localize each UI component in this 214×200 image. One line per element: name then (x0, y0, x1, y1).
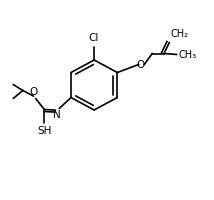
Text: Cl: Cl (88, 33, 98, 43)
Text: N: N (53, 110, 61, 120)
Text: CH₃: CH₃ (178, 49, 197, 60)
Text: O: O (29, 87, 37, 97)
Text: CH₂: CH₂ (170, 29, 188, 39)
Text: O: O (136, 60, 145, 70)
Text: SH: SH (37, 126, 51, 136)
